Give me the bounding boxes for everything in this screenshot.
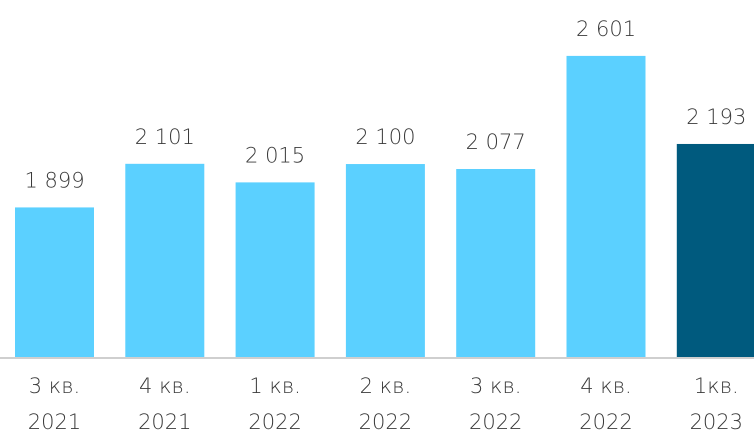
value-label: 2 193: [686, 105, 746, 129]
x-tick-label: 2022: [359, 410, 412, 434]
x-tick-label: 4 кв.: [139, 374, 191, 398]
bar: [125, 163, 205, 357]
x-tick-label: 2 кв.: [360, 374, 412, 398]
bar: [676, 143, 754, 357]
x-tick-label: 2021: [28, 410, 81, 434]
value-label: 2 601: [576, 17, 636, 41]
value-label: 1 899: [24, 168, 84, 192]
x-tick-label: 3 кв.: [470, 374, 522, 398]
bar: [235, 182, 315, 357]
x-tick-label: 2022: [469, 410, 522, 434]
x-tick-label: 2022: [248, 410, 301, 434]
x-tick-label: 1 кв.: [249, 374, 301, 398]
x-tick-label: 3 кв.: [29, 374, 81, 398]
x-tick-label: 1кв.: [694, 374, 739, 398]
bar: [15, 207, 94, 357]
value-label: 2 015: [245, 143, 305, 167]
x-tick-label: 2022: [579, 410, 632, 434]
value-label: 2 100: [355, 125, 415, 149]
x-tick-label: 2021: [138, 410, 191, 434]
value-label: 2 101: [135, 125, 195, 149]
bar: [456, 169, 536, 357]
x-tick-label: 2023: [690, 410, 743, 434]
value-label: 2 077: [466, 130, 526, 154]
bar: [345, 164, 425, 357]
bar: [566, 55, 646, 358]
x-tick-label: 4 кв.: [580, 374, 632, 398]
